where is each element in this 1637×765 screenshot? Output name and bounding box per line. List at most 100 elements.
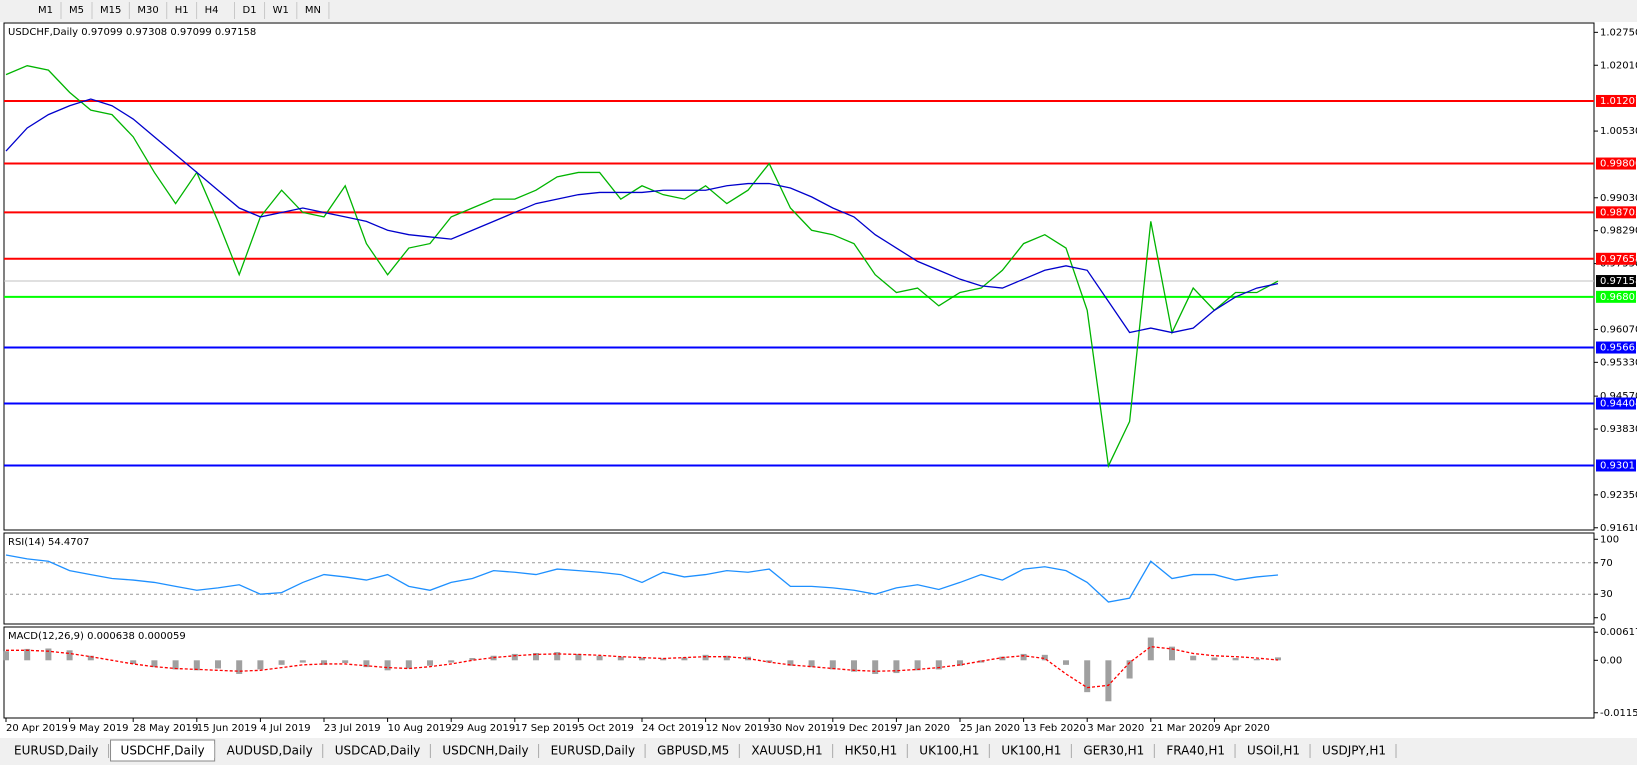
tab[interactable]: USDCHF,Daily — [110, 739, 216, 762]
tab-label[interactable]: EURUSD,Daily — [14, 744, 99, 758]
tab-box — [834, 742, 908, 760]
level-label: 0.95663 — [1600, 343, 1637, 354]
timeframe-button[interactable]: H1 — [175, 5, 189, 16]
tab[interactable]: USDCNH,Daily — [432, 742, 540, 760]
tab-label[interactable]: USDJPY,H1 — [1322, 744, 1386, 758]
histogram-bar — [151, 660, 158, 668]
tab-label[interactable]: UK100,H1 — [919, 744, 979, 758]
tab-label[interactable]: UK100,H1 — [1001, 744, 1061, 758]
histogram-bar — [1275, 657, 1281, 661]
histogram-bar — [1147, 637, 1154, 661]
timeframe-button[interactable]: D1 — [243, 5, 257, 16]
current-price-box — [1596, 275, 1636, 288]
x-tick-label: 24 Oct 2019 — [642, 723, 704, 734]
x-tick-label: 28 May 2019 — [133, 723, 198, 734]
tab-box — [4, 742, 109, 760]
tab[interactable]: GBPUSD,M5 — [647, 742, 740, 760]
level-label-box — [1596, 94, 1636, 107]
histogram-bar — [1253, 658, 1260, 661]
x-tick-label: 21 Mar 2020 — [1151, 723, 1214, 734]
histogram-bar — [363, 660, 370, 668]
tab-label[interactable]: USOil,H1 — [1247, 744, 1300, 758]
histogram-bar — [1126, 660, 1133, 679]
tab[interactable]: UK100,H1 — [991, 742, 1072, 760]
timeframe-button[interactable]: M1 — [38, 5, 53, 16]
y-tick-label: 0.00617 — [1600, 627, 1637, 638]
histogram-bar — [533, 653, 539, 661]
tab-box — [647, 742, 740, 760]
level-label-box — [1596, 252, 1636, 265]
tab-label[interactable]: USDCNH,Daily — [442, 744, 528, 758]
macd-panel — [3, 626, 1595, 719]
histogram-bar — [554, 652, 561, 661]
tab[interactable]: USDJPY,H1 — [1312, 742, 1397, 760]
y-tick-label: 30 — [1600, 589, 1613, 600]
histogram-bar — [1232, 658, 1239, 661]
panel-title: MACD(12,26,9) 0.000638 0.000059 — [8, 631, 186, 642]
tab-box — [909, 742, 990, 760]
tab[interactable]: USDCAD,Daily — [324, 742, 431, 760]
histogram-bar — [66, 650, 73, 661]
x-tick-label: 4 Jul 2019 — [260, 723, 310, 734]
tab[interactable]: USOil,H1 — [1237, 742, 1311, 760]
tab-label[interactable]: USDCAD,Daily — [335, 744, 421, 758]
level-label: 1.01207 — [1600, 96, 1637, 107]
histogram-bar — [999, 656, 1006, 661]
tab[interactable]: EURUSD,Daily — [4, 742, 110, 760]
y-tick-label: 0.00 — [1600, 655, 1622, 666]
histogram-bar — [957, 660, 963, 666]
current-price-label: 0.97158 — [1600, 276, 1637, 287]
timeframe-button[interactable]: H4 — [205, 5, 219, 16]
histogram-bar — [469, 658, 476, 661]
tab[interactable]: EURUSD,Daily — [540, 742, 646, 760]
y-tick-label: 70 — [1600, 558, 1613, 569]
tab-box — [1312, 742, 1397, 760]
histogram-bar — [342, 660, 349, 664]
timeframe-button[interactable]: MN — [305, 5, 321, 16]
tab-label[interactable]: XAUUSD,H1 — [751, 744, 822, 758]
x-tick-label: 30 Nov 2019 — [769, 723, 833, 734]
timeframe-button[interactable]: M15 — [100, 5, 121, 16]
histogram-bar — [278, 660, 285, 665]
tab-label[interactable]: USDCHF,Daily — [121, 744, 205, 758]
timeframe-button[interactable]: M30 — [137, 5, 158, 16]
level-label-box — [1596, 157, 1636, 170]
timeframe-button[interactable]: M5 — [69, 5, 84, 16]
timeframe-button[interactable]: W1 — [273, 5, 289, 16]
y-tick-label: 1.02010 — [1600, 60, 1637, 71]
level-label: 0.93011 — [1600, 460, 1637, 471]
tab[interactable]: AUDUSD,Daily — [216, 742, 324, 760]
tab-label[interactable]: HK50,H1 — [845, 744, 898, 758]
histogram-bar — [405, 660, 412, 669]
tab-label[interactable]: EURUSD,Daily — [551, 744, 636, 758]
x-tick-label: 29 Aug 2019 — [451, 723, 515, 734]
x-tick-label: 13 Feb 2020 — [1024, 723, 1086, 734]
tab[interactable]: HK50,H1 — [834, 742, 908, 760]
series-line — [5, 98, 1279, 334]
tab[interactable]: XAUUSD,H1 — [741, 742, 834, 760]
level-label: 0.98703 — [1600, 207, 1637, 218]
tab[interactable]: FRA40,H1 — [1156, 742, 1236, 760]
tab-label[interactable]: AUDUSD,Daily — [227, 744, 313, 758]
tab[interactable]: UK100,H1 — [909, 742, 990, 760]
x-tick-label: 17 Sep 2019 — [515, 723, 578, 734]
histogram-bar — [851, 660, 857, 672]
histogram-bar — [935, 660, 942, 670]
tab[interactable]: GER30,H1 — [1073, 742, 1155, 760]
tab-box — [991, 742, 1072, 760]
tab-label[interactable]: GER30,H1 — [1083, 744, 1144, 758]
tab-label[interactable]: GBPUSD,M5 — [657, 744, 729, 758]
histogram-bar — [511, 653, 518, 661]
y-tick-label: -0.01153 — [1600, 708, 1637, 719]
tab-box — [1237, 742, 1311, 760]
histogram-bar — [914, 660, 921, 671]
tab-label[interactable]: FRA40,H1 — [1166, 744, 1225, 758]
x-tick-label: 23 Jul 2019 — [324, 723, 381, 734]
